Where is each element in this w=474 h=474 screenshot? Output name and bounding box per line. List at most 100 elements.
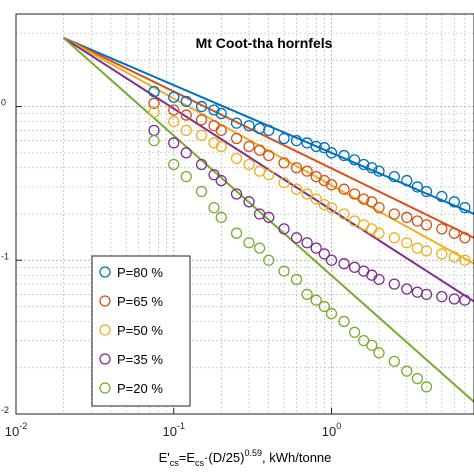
data-point [436, 223, 448, 235]
chart-title: Mt Coot-tha hornfels [196, 35, 333, 51]
data-point [148, 106, 160, 118]
data-point [388, 278, 400, 290]
data-point [448, 293, 460, 305]
data-point [263, 254, 275, 266]
data-point [401, 237, 413, 249]
legend-label: P=80 % [117, 265, 163, 280]
data-point [243, 158, 255, 171]
data-point [338, 183, 350, 195]
data-point [448, 251, 460, 263]
data-point [348, 154, 361, 166]
legend-label: P=50 % [117, 323, 163, 338]
data-point [195, 114, 208, 126]
data-point [301, 165, 313, 177]
data-point [338, 315, 350, 328]
legend: P=80 % P=65 % P=50 % P=35 % P=20 % [91, 255, 191, 407]
data-point [420, 245, 433, 257]
data-point [263, 149, 275, 162]
data-point [208, 201, 220, 214]
data-point [388, 208, 400, 220]
legend-label: P=35 % [117, 352, 163, 367]
data-point [278, 223, 290, 235]
data-point [459, 232, 471, 244]
data-point [318, 199, 330, 211]
data-point [358, 193, 370, 205]
legend-marker [99, 353, 111, 365]
data-point [459, 294, 471, 306]
legend-marker [99, 295, 111, 307]
data-point [253, 122, 266, 135]
data-point [411, 215, 424, 227]
data-point [263, 169, 275, 181]
grid [15, 13, 474, 415]
data-point [325, 179, 338, 191]
data-point [459, 201, 471, 214]
data-point [411, 242, 424, 254]
data-point [278, 265, 290, 277]
y-tick-label: 0 [1, 98, 6, 108]
data-point [373, 165, 385, 177]
data-point [180, 170, 192, 183]
data-point [388, 232, 400, 244]
data-point [243, 237, 255, 249]
data-point [243, 140, 255, 153]
data-point [168, 104, 180, 116]
data-point [230, 132, 243, 145]
data-point [180, 147, 192, 159]
data-point [148, 135, 160, 147]
data-point [215, 107, 227, 120]
legend-marker [99, 382, 111, 394]
data-point [348, 261, 361, 273]
data-point [301, 288, 313, 301]
data-point [325, 201, 338, 214]
data-point [208, 104, 220, 116]
data-point [401, 211, 413, 224]
data-point [388, 170, 400, 183]
data-point [243, 120, 255, 132]
data-point [310, 193, 322, 205]
data-point [168, 158, 180, 171]
data-point [195, 129, 208, 141]
data-point [338, 208, 350, 220]
data-point [148, 97, 160, 109]
data-point [436, 190, 448, 203]
fit-line-4 [62, 37, 474, 403]
data-point [253, 165, 266, 177]
data-point [263, 211, 275, 224]
data-point [411, 181, 424, 193]
data-point [401, 174, 413, 187]
data-point [290, 135, 303, 147]
data-point [180, 124, 192, 137]
data-point [310, 242, 322, 254]
data-point [373, 347, 385, 359]
data-point [338, 149, 350, 162]
data-point [420, 185, 433, 198]
x-axis-label: E'cs=Ecs·(D/25)0.59, kWh/tonne [159, 448, 332, 468]
data-point [366, 339, 378, 351]
data-point [290, 273, 303, 286]
axis-ticks: 10-2 10-1 100 -2 -1 0 [1, 98, 341, 439]
legend-label: P=65 % [117, 294, 163, 309]
data-point [373, 273, 385, 286]
fit-line-1 [63, 36, 474, 239]
legend-box [91, 255, 191, 407]
data-point [325, 307, 338, 320]
data-point [420, 288, 433, 301]
data-point [253, 242, 266, 254]
data-point [373, 227, 385, 239]
data-point [215, 140, 227, 153]
data-point [195, 100, 208, 113]
data-point [208, 169, 220, 181]
data-point [459, 254, 471, 266]
data-point [420, 381, 433, 393]
data-point [278, 132, 290, 145]
y-tick-label: -2 [1, 405, 9, 415]
data-point [148, 86, 160, 98]
data-point [243, 196, 255, 208]
data-point [180, 109, 192, 121]
data-point [318, 248, 330, 260]
data-point [230, 188, 243, 200]
data-point [366, 162, 378, 174]
data-point [195, 158, 208, 171]
x-tick-label: 10-1 [163, 421, 185, 439]
